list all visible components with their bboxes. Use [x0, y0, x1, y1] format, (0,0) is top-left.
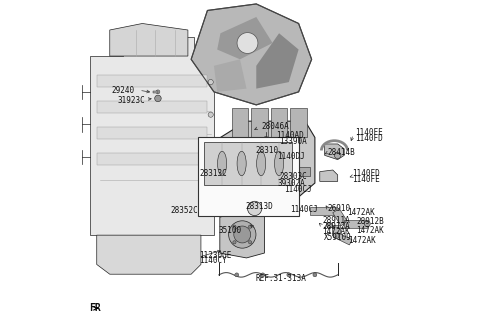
Text: 11230GE: 11230GE — [199, 251, 232, 260]
Text: 28352C: 28352C — [170, 206, 198, 215]
Text: 28912B: 28912B — [357, 216, 384, 226]
Circle shape — [287, 273, 291, 277]
Bar — [153, 91, 158, 93]
Circle shape — [235, 273, 239, 277]
Circle shape — [248, 201, 262, 215]
Circle shape — [364, 221, 370, 227]
Text: 35100: 35100 — [219, 226, 242, 235]
Bar — [198, 137, 299, 215]
Circle shape — [234, 226, 251, 243]
Circle shape — [335, 152, 341, 159]
Circle shape — [228, 221, 256, 248]
Circle shape — [208, 145, 213, 150]
Text: 1140AD: 1140AD — [276, 131, 303, 140]
Polygon shape — [214, 59, 247, 92]
Text: 1140FE: 1140FE — [356, 128, 384, 137]
Ellipse shape — [217, 151, 227, 176]
Circle shape — [249, 241, 252, 244]
Text: X59109: X59109 — [324, 232, 352, 242]
Text: FR: FR — [90, 303, 101, 313]
Polygon shape — [90, 37, 214, 235]
Polygon shape — [97, 235, 201, 274]
Text: 1140CJ: 1140CJ — [284, 185, 312, 194]
Circle shape — [233, 241, 236, 244]
Text: 28912A: 28912A — [322, 221, 350, 231]
Circle shape — [313, 273, 317, 277]
Ellipse shape — [237, 151, 246, 176]
Bar — [97, 101, 207, 113]
Text: 1140CJ: 1140CJ — [290, 205, 318, 214]
Text: 28310: 28310 — [256, 146, 279, 155]
Circle shape — [326, 222, 333, 228]
Polygon shape — [220, 121, 315, 202]
Bar — [97, 127, 207, 139]
Text: 28046A: 28046A — [261, 122, 289, 130]
Text: 29240: 29240 — [111, 86, 134, 95]
Circle shape — [156, 90, 160, 94]
Text: 1472AK: 1472AK — [322, 227, 350, 236]
Polygon shape — [220, 209, 264, 258]
Circle shape — [208, 79, 213, 85]
Polygon shape — [225, 167, 310, 176]
Text: 39302A: 39302A — [277, 179, 305, 188]
Circle shape — [155, 95, 161, 102]
Circle shape — [261, 273, 265, 277]
Circle shape — [208, 112, 213, 117]
Text: 31923C: 31923C — [118, 95, 145, 105]
Text: 1472AK: 1472AK — [348, 236, 376, 245]
Polygon shape — [204, 142, 292, 185]
Text: REF.31-313A: REF.31-313A — [256, 274, 307, 283]
Text: 28313C: 28313C — [199, 169, 227, 178]
Circle shape — [333, 233, 339, 239]
Circle shape — [249, 225, 252, 228]
Text: 28911A: 28911A — [322, 216, 350, 225]
Text: 28414B: 28414B — [328, 147, 356, 157]
Text: 1140CY: 1140CY — [199, 256, 227, 265]
Polygon shape — [256, 33, 299, 89]
Ellipse shape — [275, 151, 284, 176]
Bar — [97, 75, 207, 87]
Text: 28313D: 28313D — [246, 202, 274, 211]
Polygon shape — [324, 144, 344, 160]
Circle shape — [265, 185, 277, 197]
Polygon shape — [333, 209, 348, 226]
Text: 13390A: 13390A — [279, 137, 307, 146]
Polygon shape — [335, 232, 352, 245]
Bar — [97, 153, 207, 165]
Text: 1140FD: 1140FD — [356, 134, 384, 143]
Circle shape — [237, 33, 258, 53]
Polygon shape — [271, 108, 287, 137]
Text: 28303C: 28303C — [279, 172, 307, 181]
Circle shape — [233, 225, 236, 228]
Ellipse shape — [257, 151, 266, 176]
Polygon shape — [252, 108, 268, 137]
Polygon shape — [310, 207, 336, 215]
Circle shape — [264, 136, 269, 142]
Polygon shape — [290, 108, 307, 137]
Polygon shape — [110, 24, 188, 56]
Text: 1472AK: 1472AK — [357, 226, 384, 235]
Text: 1140FD: 1140FD — [352, 169, 380, 179]
Polygon shape — [320, 170, 338, 181]
Polygon shape — [232, 108, 248, 137]
Polygon shape — [344, 220, 367, 228]
Polygon shape — [217, 17, 273, 59]
Polygon shape — [332, 225, 340, 235]
Text: 1472AK: 1472AK — [347, 209, 374, 217]
Text: 1140FE: 1140FE — [352, 175, 380, 184]
Text: 26910: 26910 — [328, 204, 351, 213]
Text: 1140DJ: 1140DJ — [277, 152, 305, 162]
Polygon shape — [191, 4, 312, 105]
